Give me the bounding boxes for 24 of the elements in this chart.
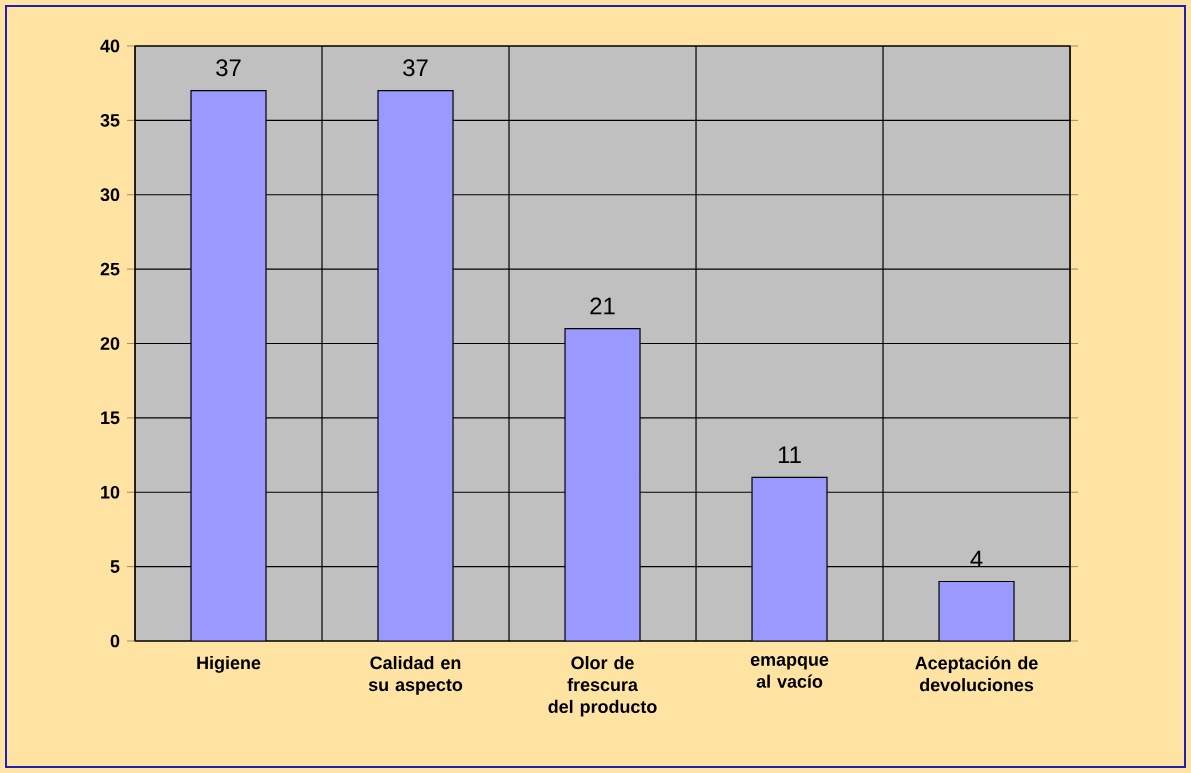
y-tick-label: 35 <box>100 113 120 127</box>
x-tick-label: Calidad en su aspecto <box>368 656 463 695</box>
bar <box>564 328 641 641</box>
x-tick-label: Aceptación de devoluciones <box>915 656 1038 692</box>
bar <box>377 90 454 641</box>
y-tick-label: 10 <box>101 485 120 499</box>
data-label: 11 <box>778 446 801 463</box>
y-tick-label: 15 <box>101 411 120 425</box>
bar <box>751 476 828 641</box>
x-tick-label: emapque al vacío <box>750 656 829 688</box>
data-label: 4 <box>970 550 983 568</box>
y-tick-label: 30 <box>100 188 120 202</box>
y-tick-label: 25 <box>100 262 120 276</box>
data-label: 37 <box>216 59 241 77</box>
data-label: 21 <box>590 297 615 315</box>
y-tick-label: 5 <box>110 560 120 573</box>
x-tick-label: Higiene <box>197 656 261 673</box>
y-tick-label: 40 <box>100 39 120 53</box>
y-tick-label: 0 <box>110 634 120 648</box>
bar <box>938 580 1015 641</box>
data-label: 37 <box>403 59 428 77</box>
y-tick-label: 20 <box>100 337 120 350</box>
x-tick-label: Olor de frescura del producto <box>548 656 657 717</box>
bar <box>190 90 267 641</box>
